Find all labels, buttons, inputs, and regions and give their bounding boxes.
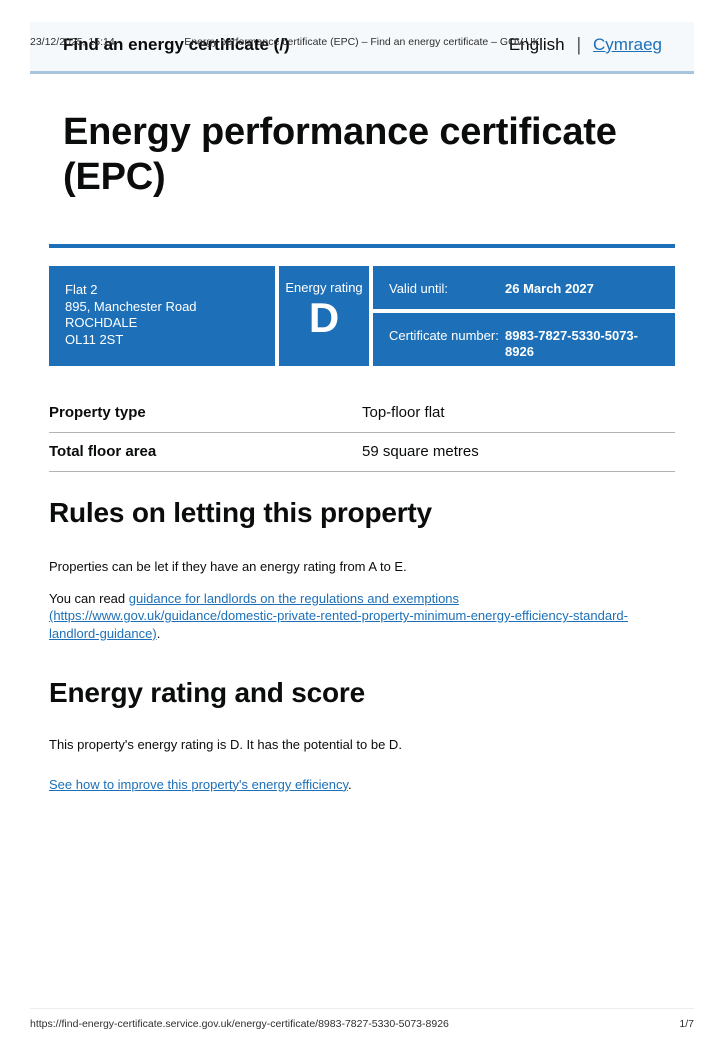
certificate-number-row: Certificate number: 8983-7827-5330-5073-… bbox=[373, 313, 675, 366]
language-separator: | bbox=[576, 34, 582, 55]
site-header: Find an energy certificate (/) English |… bbox=[30, 22, 694, 74]
guidance-text-suffix: . bbox=[156, 625, 161, 641]
service-name-link[interactable]: Find an energy certificate (/) bbox=[63, 35, 290, 54]
main-content: Energy performance certificate (EPC) Fla… bbox=[49, 110, 675, 793]
valid-until-row: Valid until: 26 March 2027 bbox=[373, 266, 675, 309]
print-footer: https://find-energy-certificate.service.… bbox=[30, 1008, 694, 1030]
print-datetime: 23/12/2025, 15:14 bbox=[30, 36, 115, 48]
row-label: Total floor area bbox=[49, 443, 157, 460]
row-value: Top-floor flat bbox=[362, 404, 445, 421]
certificate-details-column: Valid until: 26 March 2027 Certificate n… bbox=[373, 266, 675, 366]
address-line: 895, Manchester Road bbox=[65, 298, 197, 314]
address-line: ROCHDALE bbox=[65, 315, 138, 330]
energy-rating-panel: Energy rating D bbox=[279, 266, 369, 366]
table-row: Total floor area 59 square metres bbox=[49, 433, 675, 472]
rating-paragraph: This property's energy rating is D. It h… bbox=[49, 737, 402, 752]
rules-section-heading: Rules on letting this property bbox=[49, 497, 432, 528]
certificate-number-label: Certificate number: bbox=[389, 328, 499, 343]
guidance-text-prefix: You can read bbox=[49, 590, 129, 606]
improve-text-suffix: . bbox=[347, 776, 352, 792]
valid-until-label: Valid until: bbox=[389, 281, 449, 296]
rating-section-heading: Energy rating and score bbox=[49, 677, 365, 708]
footer-page-number: 1/7 bbox=[679, 1018, 694, 1030]
property-address: Flat 2 895, Manchester Road ROCHDALE OL1… bbox=[49, 266, 275, 366]
table-row: Property type Top-floor flat bbox=[49, 394, 675, 433]
certificate-summary-box: Flat 2 895, Manchester Road ROCHDALE OL1… bbox=[49, 266, 675, 366]
guidance-paragraph: You can read guidance for landlords on t… bbox=[49, 590, 675, 643]
valid-until-value: 26 March 2027 bbox=[505, 281, 594, 296]
property-summary-list: Property type Top-floor flat Total floor… bbox=[49, 394, 675, 472]
address-line: OL11 2ST bbox=[65, 331, 124, 347]
language-switcher: English | Cymraeg bbox=[508, 34, 662, 55]
language-current: English bbox=[508, 35, 565, 54]
energy-rating-label: Energy rating bbox=[285, 280, 363, 295]
row-value: 59 square metres bbox=[362, 443, 479, 460]
address-line: Flat 2 bbox=[65, 282, 98, 297]
footer-url: https://find-energy-certificate.service.… bbox=[30, 1018, 449, 1030]
energy-rating-value: D bbox=[308, 294, 340, 341]
language-link-cymraeg[interactable]: Cymraeg bbox=[593, 35, 662, 54]
improve-paragraph: See how to improve this property's energ… bbox=[49, 776, 675, 794]
rules-paragraph: Properties can be let if they have an en… bbox=[49, 559, 407, 574]
certificate-number-value: 8983-7827-5330-5073-8926 bbox=[505, 328, 638, 359]
row-label: Property type bbox=[49, 404, 146, 421]
page-title: Energy performance certificate (EPC) bbox=[63, 111, 617, 198]
landlord-guidance-link[interactable]: guidance for landlords on the regulation… bbox=[49, 590, 628, 641]
print-meta: 23/12/2025, 15:14 Energy performance cer… bbox=[30, 36, 694, 49]
print-doc-title: Energy performance certificate (EPC) – F… bbox=[184, 36, 540, 48]
blue-divider bbox=[49, 244, 675, 248]
improve-efficiency-link[interactable]: See how to improve this property's energ… bbox=[49, 776, 348, 792]
